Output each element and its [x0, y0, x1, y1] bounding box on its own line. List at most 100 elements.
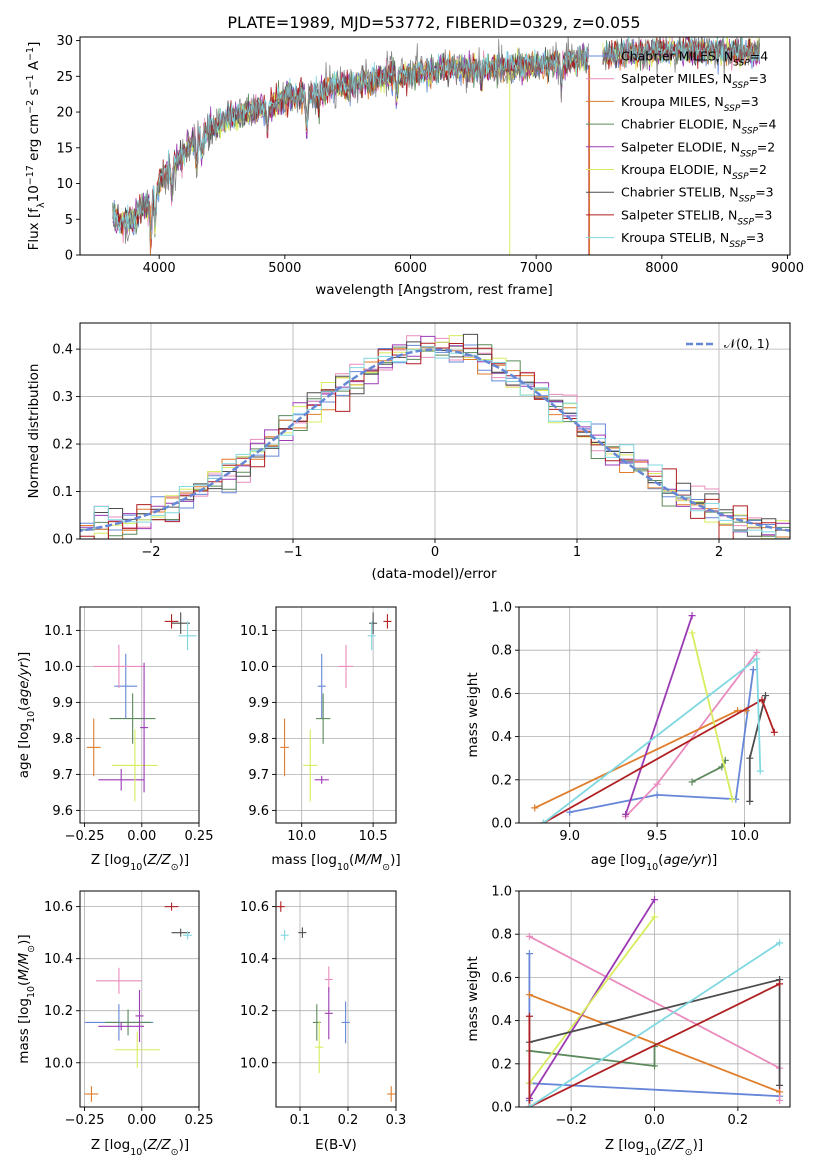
- y-tick-label: 10.6: [240, 900, 269, 915]
- error-bar-point: [135, 989, 144, 1042]
- x-axis-label: wavelength [Angstrom, rest frame]: [315, 282, 553, 298]
- x-tick-label: −0.25: [65, 829, 105, 844]
- y-tick-label: 0.0: [491, 817, 512, 832]
- mass-weight-line: [624, 615, 693, 815]
- y-tick-label: 30: [56, 34, 73, 49]
- error-bar-point: [303, 729, 318, 802]
- mass-weight-marker: [776, 939, 784, 947]
- error-bar-point: [387, 1086, 396, 1102]
- mass-weight-marker: [651, 913, 658, 921]
- error-bar-point: [84, 1086, 99, 1102]
- y-tick-label: 20: [56, 106, 73, 121]
- error-bar-point: [93, 644, 145, 688]
- plot-area: [80, 607, 199, 823]
- x-tick-label: 10.5: [359, 829, 388, 844]
- errorbar-panel-6: 0.1 0.2 0.3 10.0 10.2 10.4 10.6: [240, 890, 406, 1128]
- error-bar-point: [315, 1021, 324, 1074]
- y-tick-label: 10.1: [44, 624, 73, 639]
- mass-weight-line: [528, 942, 781, 1107]
- mass-weight-marker: [758, 696, 766, 704]
- y-axis-label: mass weight: [465, 672, 481, 757]
- x-tick-label: 5000: [268, 261, 301, 276]
- axes-overlay: −0.25 0.00 0.25 9.6 9.7 9.8 9.9 10.0 10.1: [44, 606, 213, 844]
- mass-weight-marker: [688, 612, 696, 620]
- x-tick-label: 0.00: [127, 829, 156, 844]
- x-tick-label: 10.0: [730, 829, 759, 844]
- axes-frame: [79, 606, 200, 824]
- x-tick-label: 0.25: [185, 1113, 214, 1128]
- error-bar-point: [86, 718, 101, 777]
- y-tick-label: 9.8: [248, 732, 269, 747]
- error-bar-point: [316, 693, 331, 744]
- plot-content: [84, 902, 193, 1102]
- y-tick-label: 10.4: [44, 952, 73, 967]
- residual-panel: −2 −1 0 1 2 0.0 0.1 0.2 0.3 0.4 𝒩(0, 1): [52, 322, 791, 560]
- axes-overlay: 10.0 10.5 9.6 9.7 9.8 9.9 10.0 10.1: [240, 606, 397, 844]
- y-tick-label: 10.6: [44, 900, 73, 915]
- error-bar-point: [171, 612, 190, 634]
- mass-weight-marker: [762, 692, 770, 700]
- x-tick-label: 0.2: [728, 1113, 749, 1128]
- mass-weight-line: [528, 983, 780, 1107]
- x-tick-label: 8000: [645, 261, 678, 276]
- x-axis-label: age [log10(age/yr)]: [591, 852, 717, 873]
- y-tick-label: 0.0: [491, 1101, 512, 1116]
- mass-weight-marker: [756, 767, 764, 775]
- x-tick-label: −0.25: [65, 1113, 105, 1128]
- residual-histogram: [80, 346, 790, 539]
- error-bar-point: [367, 621, 376, 651]
- mass-weight-marker: [525, 1103, 533, 1107]
- error-bar-point: [164, 902, 179, 911]
- y-tick-label: 0.4: [491, 1014, 512, 1029]
- x-tick-label: 2: [715, 545, 723, 560]
- mass-weight-marker: [653, 791, 661, 799]
- x-axis-label: mass [log10(M/M⊙)]: [271, 852, 400, 873]
- error-bar-point: [338, 644, 354, 688]
- x-axis-label: Z [log10(Z/Z⊙)]: [91, 852, 189, 873]
- y-tick-label: 0.6: [491, 971, 512, 986]
- legend-label: Kroupa ELODIE, NSSP=2: [621, 162, 767, 182]
- y-tick-label: 10.2: [44, 1004, 73, 1019]
- y-tick-label: 0.8: [491, 644, 512, 659]
- x-axis-label: Z [log10(Z/Z⊙)]: [91, 1137, 189, 1158]
- mass-weight-marker: [539, 819, 547, 823]
- error-bar-point: [114, 1031, 161, 1068]
- legend-label: Chabrier MILES, NSSP=4: [621, 49, 768, 69]
- error-bar-point: [109, 693, 156, 744]
- legend-label: Salpeter STELIB, NSSP=3: [621, 207, 772, 227]
- y-tick-label: 0.0: [52, 533, 73, 548]
- y-tick-label: 9.9: [248, 696, 269, 711]
- mass-weight-marker: [525, 932, 533, 940]
- mass-weight-marker: [531, 804, 539, 812]
- y-tick-label: 10.0: [44, 1056, 73, 1071]
- axes-overlay: −0.2 0.0 0.2 0.0 0.2 0.4 0.6 0.8 1.0: [491, 885, 791, 1128]
- legend-label: Salpeter ELODIE, NSSP=2: [621, 139, 775, 159]
- y-tick-label: 15: [56, 141, 73, 156]
- x-tick-label: 9.0: [559, 829, 580, 844]
- y-tick-label: 0.8: [491, 928, 512, 943]
- error-bar-point: [324, 987, 333, 1040]
- plot-content: [80, 333, 790, 539]
- error-bar-point: [280, 930, 289, 941]
- x-tick-label: 0: [431, 545, 439, 560]
- axes-overlay: −2 −1 0 1 2 0.0 0.1 0.2 0.3 0.4 𝒩(0, 1): [52, 322, 791, 560]
- error-bar-point: [276, 901, 285, 912]
- plot-area: [276, 607, 396, 823]
- plot-content: [531, 612, 778, 823]
- error-bar-point: [280, 718, 289, 777]
- axes-frame: [79, 36, 791, 256]
- x-tick-label: 4000: [143, 261, 176, 276]
- mass-weight-marker: [776, 1081, 784, 1089]
- x-tick-label: 7000: [520, 261, 553, 276]
- y-tick-label: 1.0: [491, 601, 512, 616]
- x-tick-label: 9000: [771, 261, 804, 276]
- axes-frame: [79, 890, 200, 1108]
- y-tick-label: 0: [65, 249, 73, 264]
- y-tick-label: 10.4: [240, 952, 269, 967]
- axes-overlay: 4000 5000 6000 7000 8000 9000 0 5 10 15 20 25 30 Chab…: [56, 34, 804, 276]
- y-tick-label: 5: [65, 213, 73, 228]
- axes-overlay: 0.1 0.2 0.3 10.0 10.2 10.4 10.6: [240, 890, 406, 1128]
- y-tick-label: 0.1: [52, 485, 73, 500]
- mass-weight-marker: [622, 810, 630, 818]
